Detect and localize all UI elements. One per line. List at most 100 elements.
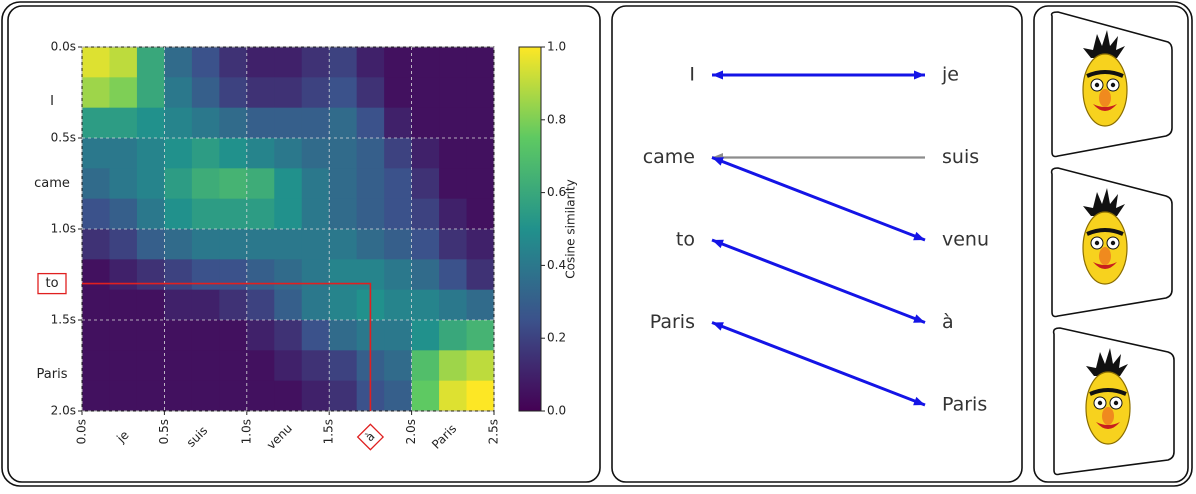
- x-word-label: Paris: [429, 422, 459, 452]
- x-word-label: je: [113, 428, 131, 446]
- heatmap-cell: [109, 289, 138, 321]
- heatmap-cell: [191, 107, 220, 139]
- heatmap-cell: [136, 168, 165, 200]
- heatmap-cell: [274, 380, 303, 412]
- heatmap-cell: [109, 198, 138, 230]
- alignment-panel: [611, 5, 1023, 483]
- heatmap-cell: [246, 138, 275, 169]
- heatmap-cell: [82, 138, 110, 169]
- heatmap-cell: [246, 77, 275, 109]
- heatmap-cell: [439, 47, 468, 78]
- heatmap-cell: [109, 47, 138, 78]
- y-tick-label: 1.5s: [51, 313, 76, 327]
- heatmap-cell: [329, 168, 358, 200]
- heatmap-cell: [191, 77, 220, 109]
- colorbar: [518, 46, 542, 412]
- heatmap-cell: [136, 289, 165, 321]
- heatmap-cell: [136, 107, 165, 139]
- y-tick-label: 0.5s: [51, 131, 76, 145]
- heatmap-cell: [356, 107, 385, 139]
- heatmap-cell: [246, 107, 275, 139]
- heatmap-cell: [301, 259, 330, 291]
- heatmap-cell: [246, 168, 275, 200]
- heatmap-cell: [439, 289, 468, 321]
- heatmap-cell: [356, 168, 385, 200]
- heatmap-cell: [164, 107, 193, 139]
- heatmap-cell: [191, 320, 220, 351]
- heatmap-cell: [384, 107, 413, 139]
- heatmap-cell: [274, 350, 303, 382]
- heatmap-cell: [439, 350, 468, 382]
- heatmap-cell: [274, 107, 303, 139]
- heatmap-cell: [411, 138, 440, 169]
- icon-frame: [1050, 11, 1173, 158]
- heatmap-cell: [439, 320, 468, 351]
- heatmap-cell: [466, 229, 495, 260]
- heatmap-cell: [274, 289, 303, 321]
- heatmap-cell: [329, 350, 358, 382]
- heatmap-cell: [356, 77, 385, 109]
- alignment-link: [711, 238, 926, 324]
- heatmap-cell: [274, 77, 303, 109]
- heatmap-cell: [109, 259, 138, 291]
- arrow-head: [914, 70, 925, 80]
- heatmap-cell: [329, 107, 358, 139]
- heatmap-cell: [82, 320, 110, 351]
- colorbar-tick-label: 1.0: [547, 40, 566, 54]
- heatmap-cell: [411, 47, 440, 78]
- heatmap-cell: [329, 77, 358, 109]
- heatmap-cell: [301, 289, 330, 321]
- heatmap-cell: [274, 138, 303, 169]
- heatmap-cell: [109, 107, 138, 139]
- arrow-head: [712, 157, 724, 166]
- colorbar-tick-label: 0.4: [547, 258, 566, 272]
- heatmap-cell: [219, 47, 248, 78]
- heatmap-cell: [329, 289, 358, 321]
- heatmap-cell: [384, 259, 413, 291]
- heatmap-cell: [82, 198, 110, 230]
- heatmap-cell: [164, 77, 193, 109]
- heatmap-cell: [466, 320, 495, 351]
- heatmap-cell: [384, 380, 413, 412]
- colorbar-tick-label: 0.2: [547, 331, 566, 345]
- heatmap-cell: [82, 380, 110, 412]
- arrow-head: [913, 231, 925, 241]
- heatmap-cell: [164, 168, 193, 200]
- heatmap-cell: [164, 138, 193, 169]
- heatmap-cell: [466, 107, 495, 139]
- heatmap-cell: [191, 168, 220, 200]
- heatmap-cell: [136, 259, 165, 291]
- y-word-label: I: [50, 94, 54, 109]
- heatmap-cell: [466, 138, 495, 169]
- heatmap-cell: [439, 198, 468, 230]
- heatmap-cell: [136, 77, 165, 109]
- heatmap-cell: [411, 198, 440, 230]
- heatmap-cell: [164, 259, 193, 291]
- x-word-label: venu: [264, 421, 295, 452]
- heatmap-cell: [136, 320, 165, 351]
- heatmap-cell: [439, 380, 468, 412]
- heatmap-cell: [411, 168, 440, 200]
- source-word: came: [643, 146, 695, 168]
- heatmap-cell: [82, 77, 110, 109]
- heatmap-cell: [246, 289, 275, 321]
- heatmap-cell: [136, 47, 165, 78]
- y-word-label: came: [34, 176, 70, 191]
- x-tick-label: 0.5s: [157, 419, 171, 444]
- highlight-box: [356, 423, 385, 451]
- heatmap-cell: [82, 289, 110, 321]
- target-word: Paris: [942, 394, 987, 416]
- heatmap-cell: [439, 107, 468, 139]
- x-word-label: à: [362, 429, 377, 444]
- target-word: suis: [942, 146, 979, 168]
- heatmap-cell: [219, 350, 248, 382]
- heatmap-cell: [109, 77, 138, 109]
- heatmap-cell: [109, 168, 138, 200]
- heatmap-cell: [384, 168, 413, 200]
- heatmap-cell: [136, 138, 165, 169]
- heatmap-cell: [329, 198, 358, 230]
- heatmap-cell: [219, 229, 248, 260]
- heatmap-cell: [356, 229, 385, 260]
- heatmap-cell: [439, 229, 468, 260]
- x-tick-label: 1.5s: [322, 419, 336, 444]
